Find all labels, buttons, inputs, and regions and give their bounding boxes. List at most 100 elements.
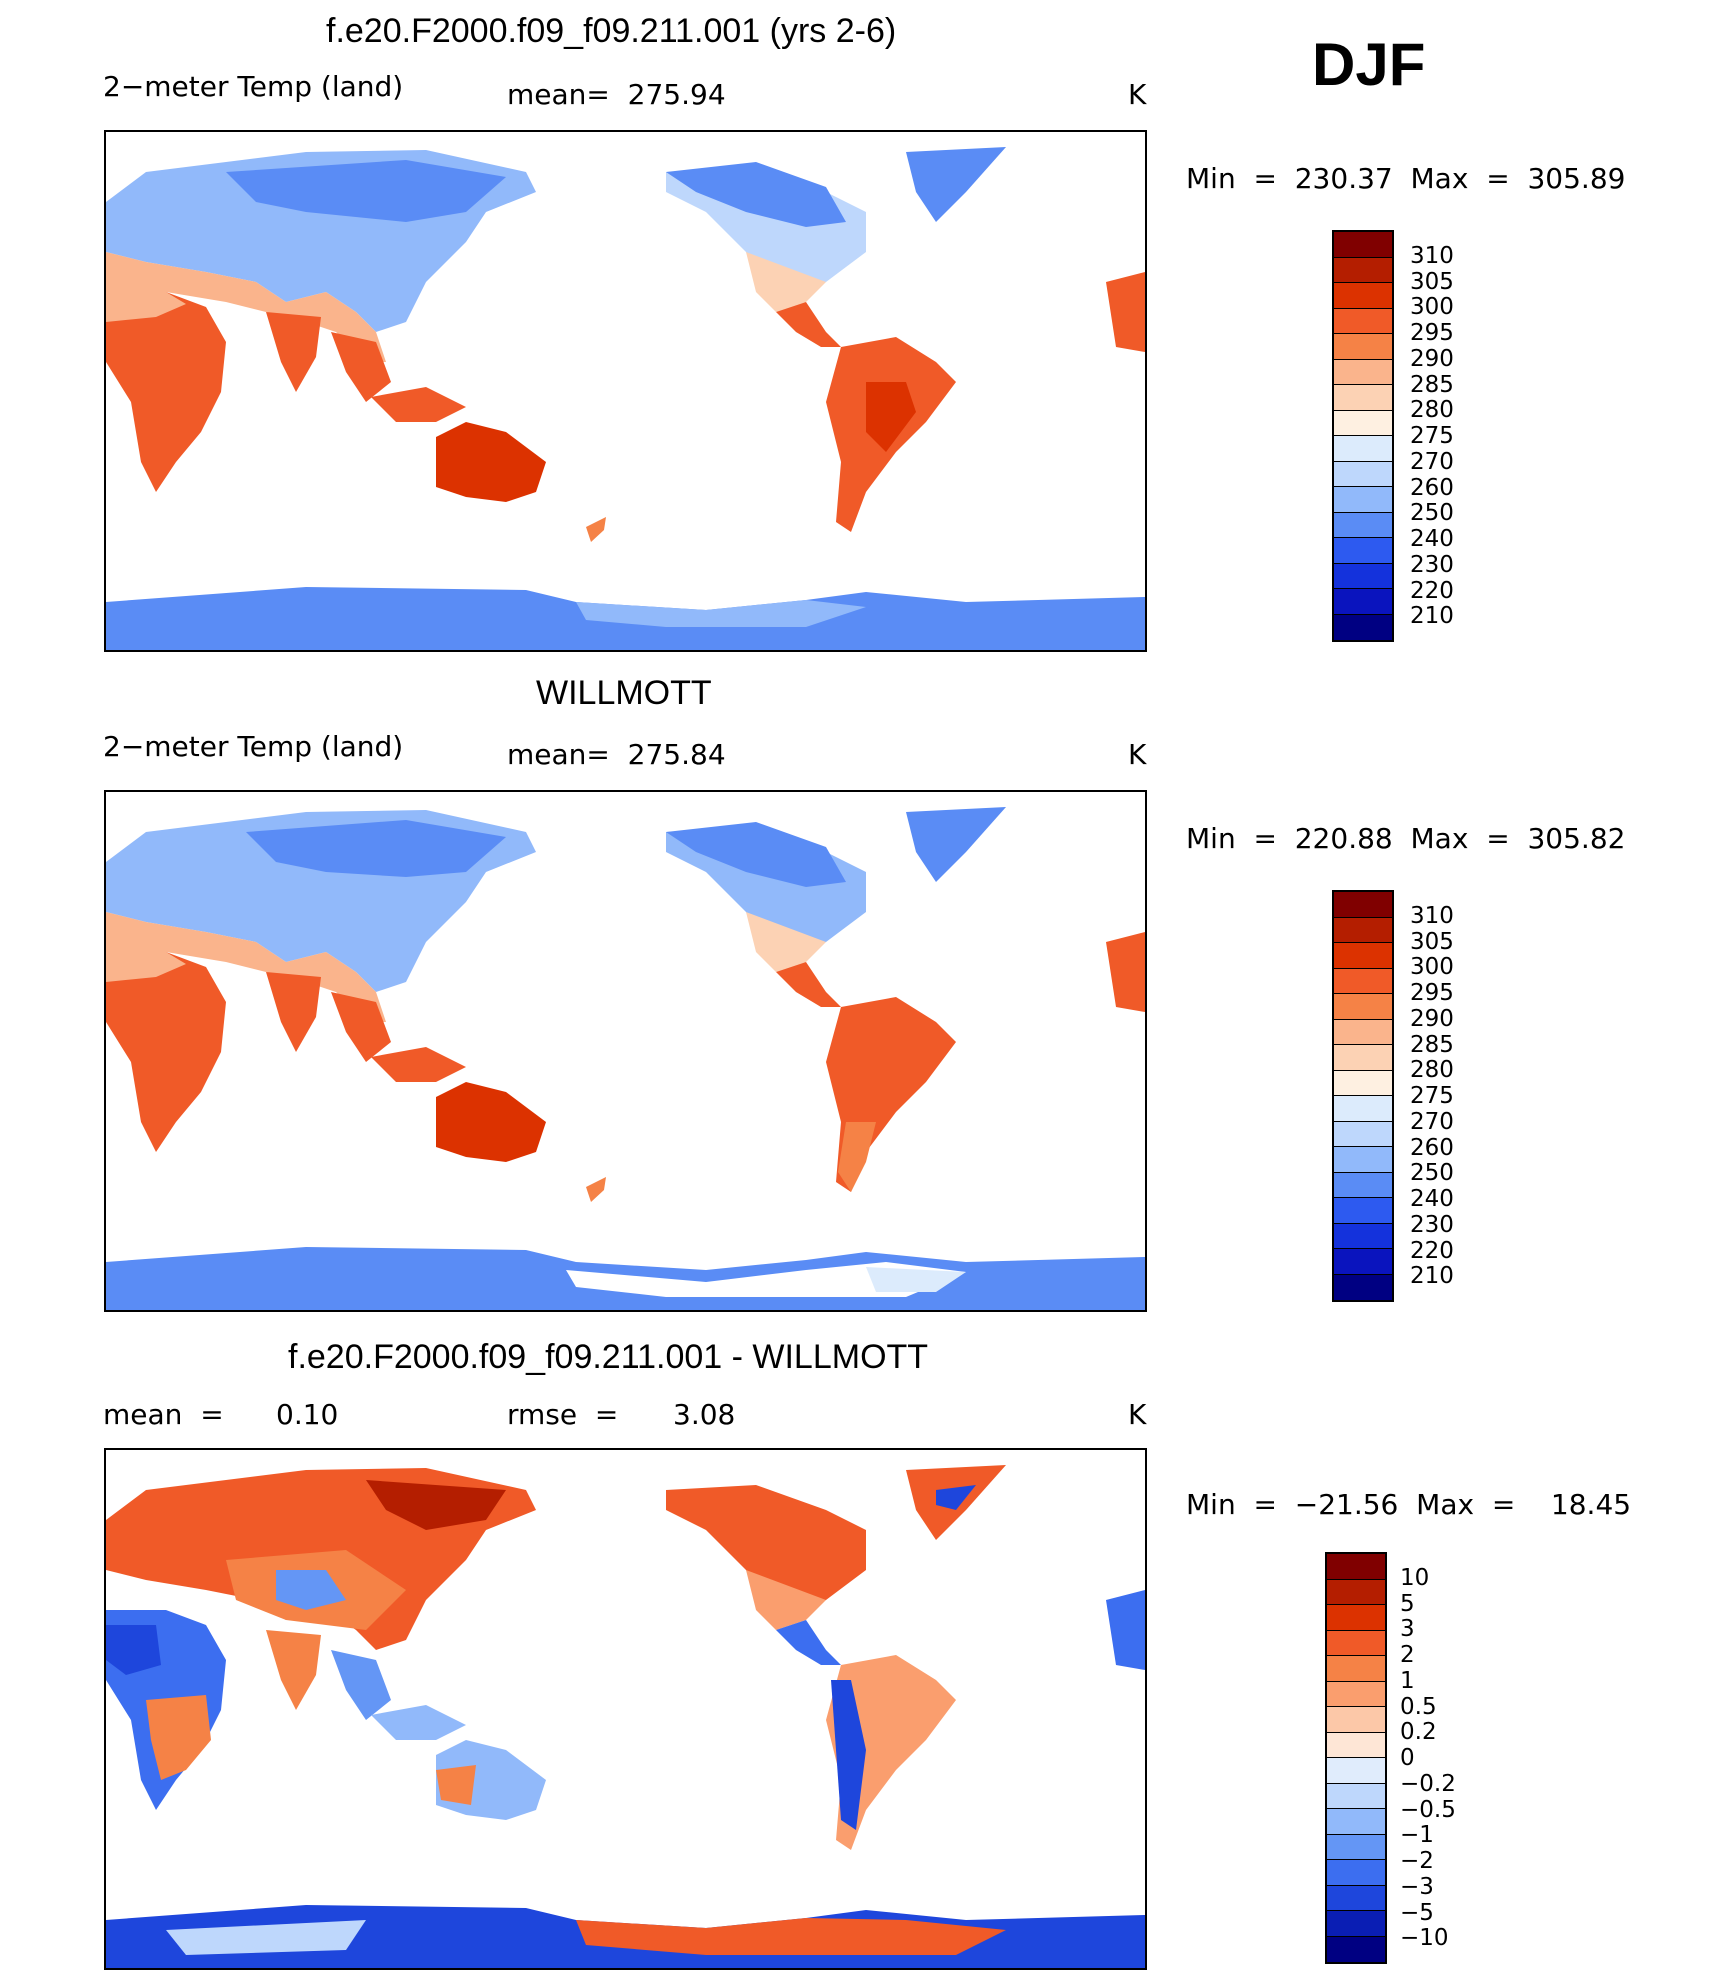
africa-south-warm bbox=[146, 1695, 211, 1780]
panel-1-mean-label: mean= 275.94 bbox=[507, 78, 726, 111]
colorbar-tick-label: 275 bbox=[1410, 423, 1454, 449]
colorbar-band bbox=[1334, 1147, 1392, 1173]
colorbar-band bbox=[1334, 257, 1392, 283]
africa-east-edge bbox=[1106, 272, 1145, 352]
eurasia-south bbox=[106, 912, 386, 1022]
canada-cold bbox=[666, 822, 846, 887]
colorbar-band bbox=[1327, 1732, 1385, 1758]
colorbar-tick-label: 0.5 bbox=[1400, 1693, 1437, 1720]
asia-cool-patch bbox=[276, 1570, 346, 1610]
colorbar-tick-label: −10 bbox=[1400, 1925, 1449, 1952]
panel-2-title: WILLMOTT bbox=[536, 674, 712, 712]
panel-2-minmax: Min = 220.88 Max = 305.82 bbox=[1186, 822, 1626, 855]
southamerica-south bbox=[838, 1122, 876, 1192]
colorbar-band bbox=[1334, 589, 1392, 615]
colorbar-tick-label: 0.2 bbox=[1400, 1719, 1437, 1746]
antarctica-light bbox=[566, 1262, 966, 1297]
colorbar-tick-label: 275 bbox=[1410, 1083, 1454, 1109]
colorbar-tick-label: 210 bbox=[1410, 1263, 1454, 1290]
siberia-cold bbox=[246, 820, 506, 877]
colorbar-tick-label: 1 bbox=[1400, 1667, 1415, 1694]
colorbar-tick-label: 3 bbox=[1400, 1616, 1415, 1643]
panel-3-minmax: Min = −21.56 Max = 18.45 bbox=[1186, 1488, 1632, 1521]
colorbar-tick-label: 10 bbox=[1400, 1564, 1430, 1591]
colorbar-band bbox=[1327, 1911, 1385, 1937]
colorbar-tick-label: −0.2 bbox=[1400, 1770, 1456, 1797]
colorbar-tick-label: 270 bbox=[1410, 448, 1454, 475]
colorbar-band bbox=[1327, 1834, 1385, 1860]
colorbar-tick-label: −3 bbox=[1400, 1873, 1434, 1900]
panel-2-variable-label: 2−meter Temp (land) bbox=[103, 730, 404, 763]
panel-1-land bbox=[106, 147, 1145, 650]
colorbar-tick-label: 250 bbox=[1410, 1160, 1454, 1187]
colorbar-band bbox=[1334, 614, 1392, 640]
panel-1-map-canvas bbox=[106, 147, 1145, 650]
colorbar-band bbox=[1334, 410, 1392, 436]
colorbar-tick-label: 250 bbox=[1410, 500, 1454, 527]
colorbar-tick-label: 285 bbox=[1410, 371, 1454, 398]
newzealand-shape bbox=[586, 517, 606, 542]
colorbar-band bbox=[1334, 232, 1392, 258]
colorbar-tick-label: 260 bbox=[1410, 474, 1454, 501]
colorbar-band bbox=[1327, 1860, 1385, 1886]
panel-1-map bbox=[104, 130, 1147, 652]
colorbar-band bbox=[1334, 1096, 1392, 1122]
canada-cold bbox=[666, 162, 846, 227]
colorbar-band bbox=[1327, 1758, 1385, 1784]
panel-2-mean-label: mean= 275.84 bbox=[507, 738, 726, 771]
colorbar-band bbox=[1334, 1045, 1392, 1071]
colorbar-band bbox=[1327, 1783, 1385, 1809]
newzealand-shape bbox=[586, 1177, 606, 1202]
antarctica-pale bbox=[866, 1267, 966, 1292]
panel-3-map bbox=[104, 1448, 1147, 1970]
greenland-shape bbox=[906, 807, 1006, 882]
colorbar-tick-label: 290 bbox=[1410, 1005, 1454, 1032]
centralamerica-shape bbox=[776, 302, 841, 347]
colorbar-tick-label: 230 bbox=[1410, 551, 1454, 578]
panel-1-title: f.e20.F2000.f09_f09.211.001 (yrs 2-6) bbox=[326, 12, 897, 50]
colorbar-band bbox=[1334, 512, 1392, 538]
panel-2-map bbox=[104, 790, 1147, 1312]
colorbar-band bbox=[1327, 1656, 1385, 1682]
panel-3-mean-value: 0.10 bbox=[276, 1398, 339, 1431]
panel-3-rmse-value: 3.08 bbox=[673, 1398, 736, 1431]
africa-north-deep bbox=[106, 1625, 161, 1675]
colorbar-tick-label: 240 bbox=[1410, 526, 1454, 552]
colorbar-band bbox=[1334, 1274, 1392, 1300]
colorbar-band bbox=[1334, 892, 1392, 918]
panel-3-land bbox=[106, 1465, 1145, 1968]
africa-north bbox=[106, 952, 186, 982]
panel-3-colorbar-ticks: 10 5 3 2 1 0.5 0.2 0 −0.2 −0.5 −1 −2 −3 −5 −10 bbox=[1400, 1552, 1530, 1964]
antarctica-pale bbox=[166, 1920, 366, 1955]
centralamerica-shape bbox=[776, 962, 841, 1007]
antarctica-warm bbox=[576, 1918, 1006, 1955]
centralamerica-shape bbox=[776, 1620, 841, 1665]
colorbar-band bbox=[1334, 487, 1392, 513]
panel-3-units: K bbox=[1128, 1398, 1147, 1431]
panel-3-title: f.e20.F2000.f09_f09.211.001 - WILLMOTT bbox=[288, 1338, 929, 1376]
colorbar-band bbox=[1334, 359, 1392, 385]
colorbar-tick-label: 295 bbox=[1410, 320, 1454, 346]
indonesia-shape bbox=[371, 1047, 466, 1082]
colorbar-tick-label: 210 bbox=[1410, 603, 1454, 630]
africa-shape bbox=[106, 952, 226, 1152]
colorbar-band bbox=[1334, 994, 1392, 1020]
colorbar-tick-label: 5 bbox=[1400, 1590, 1415, 1617]
africa-east-edge bbox=[1106, 1590, 1145, 1670]
seasia-shape bbox=[331, 992, 391, 1062]
seasia-shape bbox=[331, 332, 391, 402]
colorbar-band bbox=[1334, 1172, 1392, 1198]
colorbar-band bbox=[1327, 1681, 1385, 1707]
colorbar-band bbox=[1327, 1936, 1385, 1962]
panel-2-land bbox=[106, 807, 1145, 1310]
colorbar-tick-label: 305 bbox=[1410, 928, 1454, 955]
colorbar-tick-label: 2 bbox=[1400, 1642, 1415, 1668]
us-south bbox=[746, 252, 826, 312]
colorbar-tick-label: 285 bbox=[1410, 1031, 1454, 1058]
colorbar-tick-label: 220 bbox=[1410, 1237, 1454, 1264]
colorbar-tick-label: 260 bbox=[1410, 1134, 1454, 1161]
colorbar-band bbox=[1334, 563, 1392, 589]
colorbar-band bbox=[1334, 943, 1392, 969]
colorbar-tick-label: 280 bbox=[1410, 397, 1454, 424]
colorbar-band bbox=[1334, 1121, 1392, 1147]
